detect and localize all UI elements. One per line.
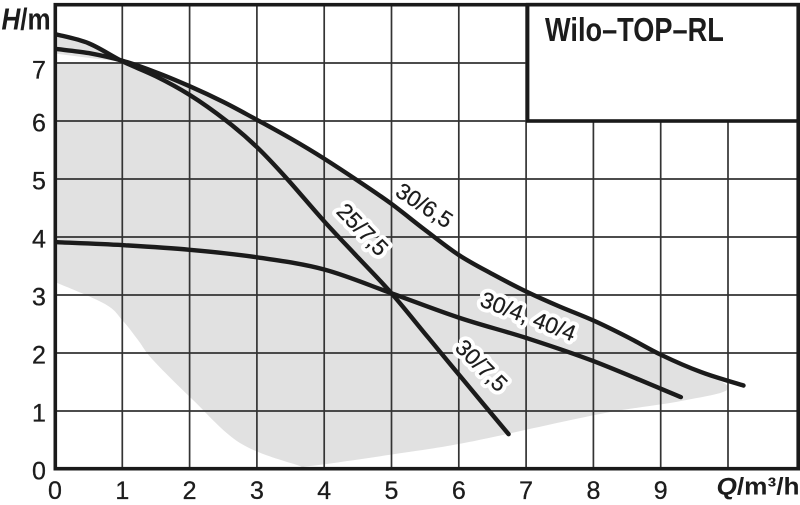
- svg-text:5: 5: [385, 477, 399, 505]
- svg-text:7: 7: [519, 477, 533, 505]
- svg-text:6: 6: [452, 477, 466, 505]
- svg-text:0: 0: [32, 457, 46, 485]
- svg-text:3: 3: [32, 283, 46, 311]
- svg-text:H/m: H/m: [2, 2, 51, 37]
- svg-text:8: 8: [586, 477, 600, 505]
- svg-text:Q/m³/h: Q/m³/h: [717, 473, 800, 500]
- svg-text:1: 1: [115, 477, 129, 505]
- svg-text:3: 3: [250, 477, 264, 505]
- svg-text:9: 9: [654, 477, 668, 505]
- svg-text:0: 0: [48, 477, 62, 505]
- svg-text:7: 7: [32, 56, 46, 84]
- svg-text:4: 4: [32, 225, 46, 253]
- svg-text:6: 6: [32, 109, 46, 137]
- svg-text:1: 1: [32, 399, 46, 427]
- svg-text:2: 2: [32, 341, 46, 369]
- svg-text:5: 5: [32, 167, 46, 195]
- svg-text:4: 4: [317, 477, 331, 505]
- svg-text:Wilo–TOP–RL: Wilo–TOP–RL: [545, 13, 724, 49]
- svg-text:2: 2: [183, 477, 197, 505]
